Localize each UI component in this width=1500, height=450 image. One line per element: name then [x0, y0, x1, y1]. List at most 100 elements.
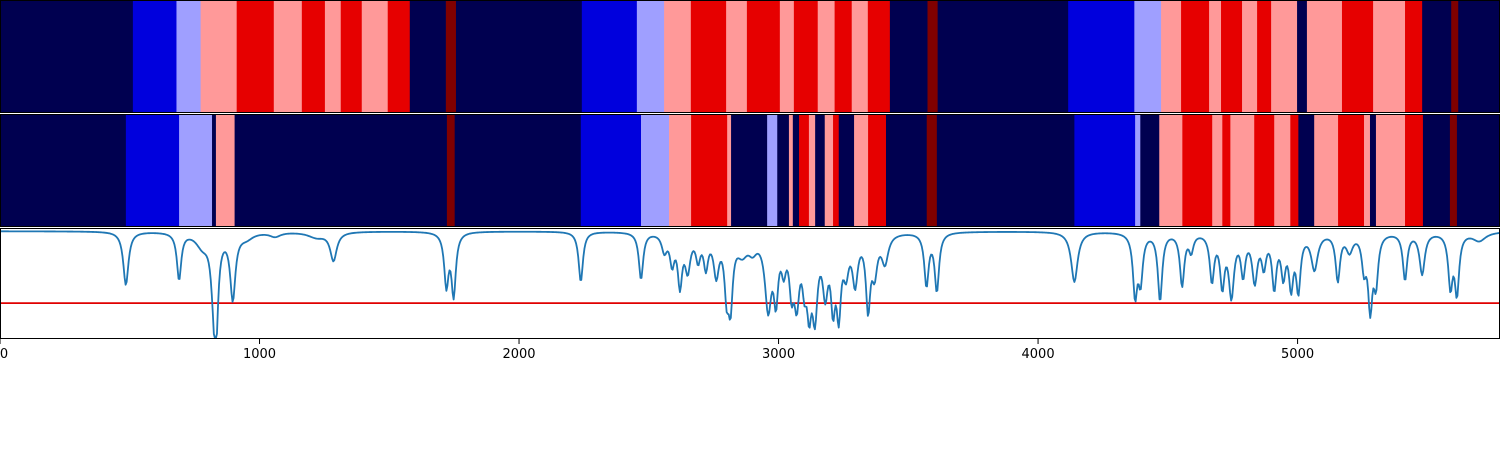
- x-tick-label: 1000: [243, 347, 276, 362]
- heatmap-middle-segment: [215, 115, 236, 226]
- x-axis: 0 1000 2000 3000 4000 5000: [0, 339, 1314, 362]
- heatmap-top-segment: [1134, 1, 1162, 112]
- heatmap-middle-segment: [777, 115, 790, 226]
- heatmap-top-segment: [779, 1, 795, 112]
- heatmap-middle-segment: [1140, 115, 1160, 226]
- heatmap-top-segment: [387, 1, 411, 112]
- heatmap-middle-segment: [1182, 115, 1213, 226]
- heatmap-middle-segment: [1254, 115, 1275, 226]
- heatmap-middle-segment: [868, 115, 887, 226]
- heatmap-middle-segment: [1364, 115, 1371, 226]
- heatmap-top-segment: [851, 1, 869, 112]
- heatmap-top-segment: [793, 1, 819, 112]
- heatmap-top-segment: [664, 1, 692, 112]
- heatmap-middle-segment: [0, 115, 127, 226]
- heatmap-middle-segment: [454, 115, 582, 226]
- heatmap-top-segment: [726, 1, 748, 112]
- signal-line: [0, 230, 1500, 339]
- heatmap-middle-segment: [125, 115, 180, 226]
- heatmap-top-segment: [273, 1, 303, 112]
- x-tick-label: 2000: [502, 347, 535, 362]
- heatmap-middle-segment: [641, 115, 670, 226]
- heatmap-middle-segment: [926, 115, 938, 226]
- heatmap-top-segment: [0, 1, 134, 112]
- heatmap-middle-segment: [1222, 115, 1231, 226]
- heatmap-middle-segment: [1212, 115, 1223, 226]
- x-tick-label: 3000: [762, 347, 795, 362]
- heatmap-top-segment: [301, 1, 326, 112]
- heatmap-top-segment: [409, 1, 447, 112]
- heatmap-top-segment: [581, 1, 638, 112]
- heatmap-top-segment: [236, 1, 275, 112]
- heatmap-middle-segment: [1369, 115, 1377, 226]
- heatmap-top-segment: [445, 1, 457, 112]
- heatmap-middle-segment: [767, 115, 778, 226]
- heatmap-top-segment: [1405, 1, 1423, 112]
- heatmap-middle-segment: [815, 115, 826, 226]
- heatmap-top-segment: [361, 1, 389, 112]
- heatmap-middle-segment: [885, 115, 928, 226]
- heatmap-middle-segment: [1449, 115, 1458, 226]
- heatmap-middle-segment: [854, 115, 869, 226]
- heatmap-top-segment: [867, 1, 891, 112]
- heatmap-top-segment: [1242, 1, 1258, 112]
- heatmap-top-segment: [1297, 1, 1308, 112]
- heatmap-middle-segment: [808, 115, 816, 226]
- heatmap-top-segment: [834, 1, 853, 112]
- heatmap-middle-segment: [1074, 115, 1136, 226]
- heatmap-top-segment: [1181, 1, 1210, 112]
- heatmap-middle-segment: [1456, 115, 1500, 226]
- line-panel: [0, 228, 1500, 339]
- heatmap-top-segment: [889, 1, 928, 112]
- x-tick-label: 5000: [1281, 347, 1314, 362]
- heatmap-top-segment: [176, 1, 201, 112]
- heatmap-top-segment: [200, 1, 238, 112]
- heatmap-top-segment: [1221, 1, 1243, 112]
- heatmap-top-segment: [1458, 1, 1500, 112]
- heatmap-top-segment: [1373, 1, 1406, 112]
- heatmap-top-segment: [1161, 1, 1182, 112]
- heatmap-top-segment: [324, 1, 342, 112]
- heatmap-middle-segment: [691, 115, 728, 226]
- heatmap-top-segment: [1257, 1, 1272, 112]
- heatmap-top-segment: [817, 1, 835, 112]
- heatmap-middle-segment: [669, 115, 692, 226]
- heatmap-middle-segment: [824, 115, 834, 226]
- heatmap-middle-segment: [446, 115, 456, 226]
- heatmap-middle-segment: [580, 115, 642, 226]
- heatmap-top-segment: [690, 1, 727, 112]
- heatmap-top-segment: [1451, 1, 1459, 112]
- heatmap-top-segment: [937, 1, 1069, 112]
- heatmap-middle-segment: [838, 115, 855, 226]
- heatmap-top-segment: [1271, 1, 1298, 112]
- heatmap-top-segment: [132, 1, 177, 112]
- heatmap-middle-segment: [788, 115, 794, 226]
- heatmap-top-segment: [1068, 1, 1135, 112]
- heatmap-top-segment: [927, 1, 939, 112]
- heatmap-top-segment: [1341, 1, 1374, 112]
- heatmap-middle-segment: [727, 115, 732, 226]
- heatmap-top-segment: [340, 1, 363, 112]
- heatmap-middle-segment: [833, 115, 840, 226]
- heatmap-middle-segment: [1274, 115, 1291, 226]
- heatmap-middle-segment: [1159, 115, 1183, 226]
- heatmap-middle-segment: [1422, 115, 1451, 226]
- heatmap-middle-segment: [936, 115, 1075, 226]
- heatmap-middle-segment: [212, 115, 217, 226]
- heatmap-top-segment: [1422, 1, 1452, 112]
- heatmap-middle-segment: [1290, 115, 1299, 226]
- heatmap-middle-segment: [1375, 115, 1406, 226]
- line-panel-background: [0, 228, 1500, 339]
- heatmap-middle-segment: [1338, 115, 1365, 226]
- heatmap-middle: [0, 115, 1500, 226]
- heatmap-middle-segment: [792, 115, 800, 226]
- heatmap-top: [0, 1, 1500, 112]
- heatmap-middle-segment: [179, 115, 213, 226]
- heatmap-middle-segment: [1298, 115, 1315, 226]
- heatmap-middle-segment: [1135, 115, 1141, 226]
- heatmap-middle-segment: [1314, 115, 1339, 226]
- heatmap-middle-segment: [1405, 115, 1424, 226]
- heatmap-top-segment: [1209, 1, 1222, 112]
- heatmap-top-segment: [455, 1, 583, 112]
- heatmap-top-segment: [746, 1, 781, 112]
